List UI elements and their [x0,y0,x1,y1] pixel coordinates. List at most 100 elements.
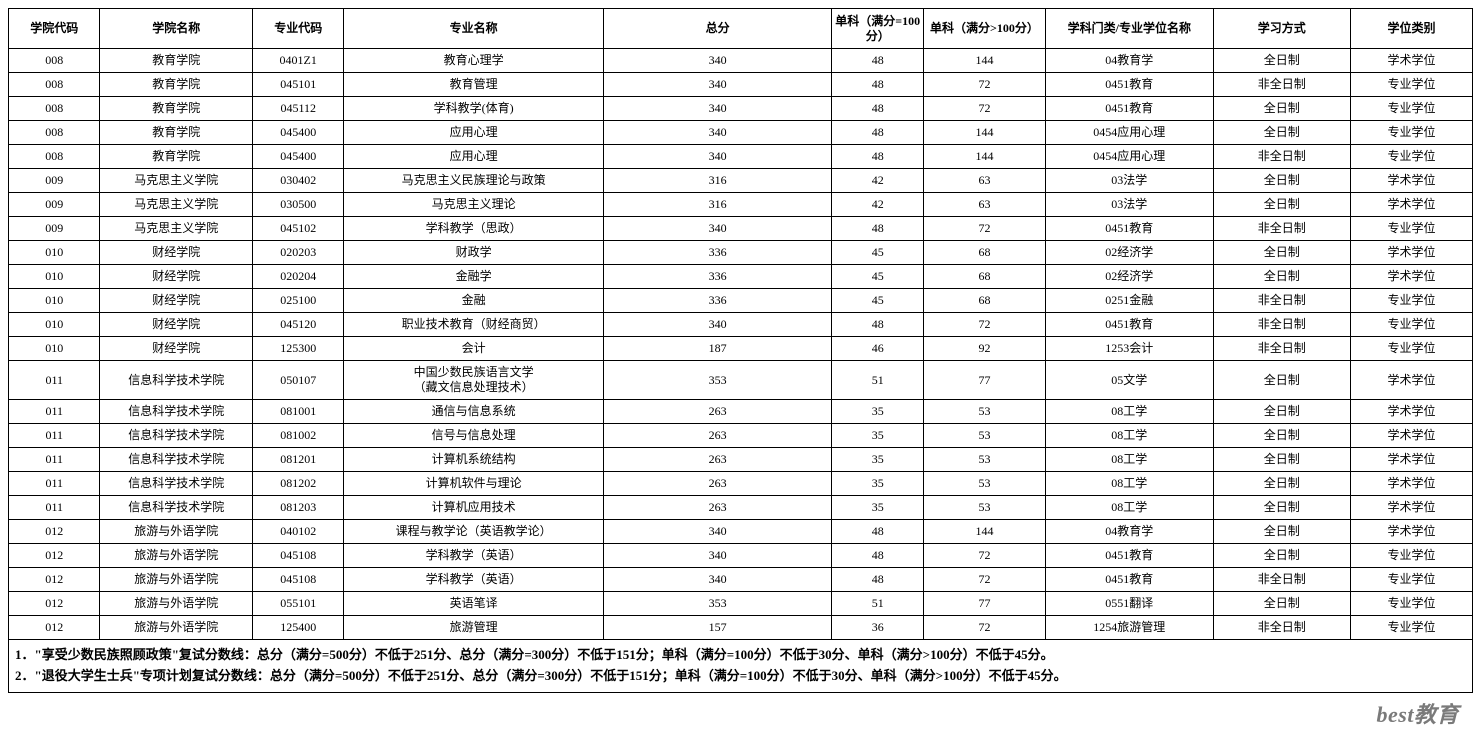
table-cell: 77 [923,592,1045,616]
table-cell: 非全日制 [1213,145,1350,169]
table-cell: 全日制 [1213,424,1350,448]
table-row: 011信息科学技术学院050107中国少数民族语言文学 （藏文信息处理技术）35… [9,361,1473,400]
table-cell: 263 [603,400,832,424]
table-cell: 316 [603,169,832,193]
table-cell: 010 [9,289,100,313]
table-cell: 0551翻译 [1045,592,1213,616]
table-cell: 课程与教学论（英语教学论） [344,520,603,544]
table-cell: 48 [832,313,923,337]
table-cell: 财政学 [344,241,603,265]
table-cell: 计算机软件与理论 [344,472,603,496]
table-row: 010财经学院045120职业技术教育（财经商贸）34048720451教育非全… [9,313,1473,337]
table-cell: 教育学院 [100,49,253,73]
table-cell: 信息科学技术学院 [100,424,253,448]
table-cell: 专业学位 [1350,121,1472,145]
table-cell: 009 [9,169,100,193]
table-cell: 53 [923,400,1045,424]
table-row: 008教育学院045112学科教学(体育)34048720451教育全日制专业学… [9,97,1473,121]
table-cell: 045101 [252,73,343,97]
table-cell: 008 [9,49,100,73]
table-cell: 0454应用心理 [1045,145,1213,169]
table-cell: 081201 [252,448,343,472]
table-cell: 学术学位 [1350,400,1472,424]
table-cell: 011 [9,448,100,472]
col-header: 专业代码 [252,9,343,49]
col-header: 单科（满分=100分） [832,9,923,49]
table-cell: 学术学位 [1350,496,1472,520]
table-cell: 340 [603,520,832,544]
table-cell: 144 [923,145,1045,169]
table-cell: 全日制 [1213,193,1350,217]
table-cell: 金融 [344,289,603,313]
table-cell: 0451教育 [1045,568,1213,592]
table-cell: 144 [923,49,1045,73]
table-cell: 011 [9,400,100,424]
table-cell: 08工学 [1045,472,1213,496]
table-cell: 45 [832,241,923,265]
table-cell: 045102 [252,217,343,241]
table-cell: 081203 [252,496,343,520]
col-header: 单科（满分>100分） [923,9,1045,49]
table-cell: 008 [9,73,100,97]
table-cell: 92 [923,337,1045,361]
table-cell: 财经学院 [100,313,253,337]
table-cell: 009 [9,217,100,241]
table-cell: 020203 [252,241,343,265]
table-cell: 全日制 [1213,496,1350,520]
table-cell: 0401Z1 [252,49,343,73]
table-cell: 340 [603,49,832,73]
table-cell: 0451教育 [1045,97,1213,121]
table-cell: 学术学位 [1350,241,1472,265]
table-cell: 应用心理 [344,121,603,145]
table-cell: 055101 [252,592,343,616]
table-cell: 学术学位 [1350,361,1472,400]
table-cell: 学术学位 [1350,49,1472,73]
table-cell: 48 [832,520,923,544]
col-header: 学院代码 [9,9,100,49]
col-header: 学习方式 [1213,9,1350,49]
table-row: 010财经学院020203财政学336456802经济学全日制学术学位 [9,241,1473,265]
table-cell: 学科教学(体育) [344,97,603,121]
table-cell: 全日制 [1213,97,1350,121]
table-cell: 125300 [252,337,343,361]
table-cell: 025100 [252,289,343,313]
table-cell: 36 [832,616,923,640]
table-cell: 全日制 [1213,520,1350,544]
table-cell: 0454应用心理 [1045,121,1213,145]
table-cell: 045120 [252,313,343,337]
table-cell: 187 [603,337,832,361]
table-cell: 1253会计 [1045,337,1213,361]
table-cell: 英语笔译 [344,592,603,616]
table-cell: 财经学院 [100,265,253,289]
table-cell: 012 [9,544,100,568]
table-cell: 学术学位 [1350,520,1472,544]
table-cell: 040102 [252,520,343,544]
table-cell: 专业学位 [1350,73,1472,97]
table-row: 012旅游与外语学院040102课程与教学论（英语教学论）3404814404教… [9,520,1473,544]
table-cell: 012 [9,592,100,616]
table-cell: 财经学院 [100,337,253,361]
table-cell: 340 [603,544,832,568]
table-cell: 081202 [252,472,343,496]
table-cell: 045108 [252,544,343,568]
table-cell: 35 [832,400,923,424]
table-cell: 非全日制 [1213,616,1350,640]
table-cell: 全日制 [1213,121,1350,145]
table-cell: 081002 [252,424,343,448]
table-cell: 48 [832,73,923,97]
table-cell: 学科教学（思政） [344,217,603,241]
table-cell: 专业学位 [1350,217,1472,241]
table-cell: 020204 [252,265,343,289]
table-cell: 非全日制 [1213,217,1350,241]
table-cell: 011 [9,472,100,496]
table-row: 009马克思主义学院030500马克思主义理论316426303法学全日制学术学… [9,193,1473,217]
table-cell: 马克思主义民族理论与政策 [344,169,603,193]
table-cell: 教育学院 [100,97,253,121]
table-cell: 144 [923,121,1045,145]
table-cell: 专业学位 [1350,313,1472,337]
table-cell: 72 [923,568,1045,592]
table-cell: 专业学位 [1350,145,1472,169]
table-cell: 340 [603,217,832,241]
table-cell: 353 [603,361,832,400]
table-cell: 53 [923,472,1045,496]
